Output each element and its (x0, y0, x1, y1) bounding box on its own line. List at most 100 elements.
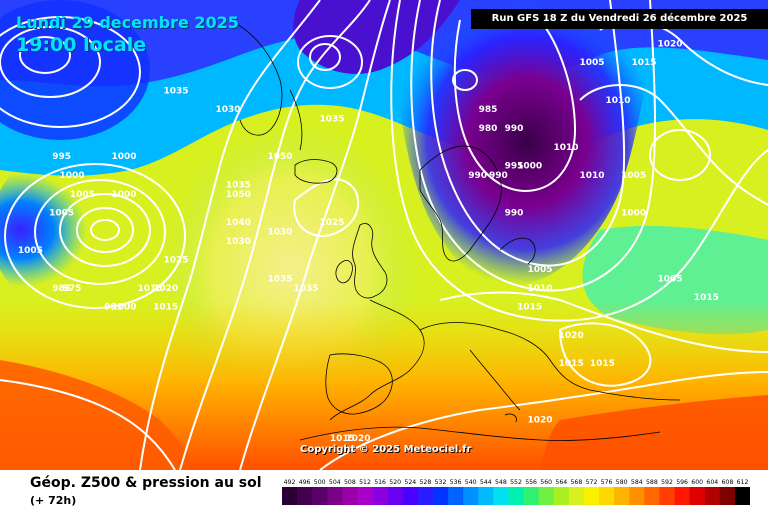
legend-swatch (734, 487, 750, 505)
legend-swatch (448, 487, 464, 505)
pressure-label: 1010 (605, 96, 630, 106)
coast-africa (299, 426, 661, 441)
isobar-sw-1 (0, 379, 176, 470)
pressure-label: 1030 (226, 237, 251, 247)
forecast-lead: (+ 72h) (30, 494, 77, 507)
legend-swatch (493, 487, 509, 505)
legend-label: 520 (389, 479, 401, 486)
pressure-label: 1015 (153, 303, 178, 313)
isobar-east-1 (579, 84, 768, 206)
isobars (0, 0, 768, 470)
pressure-label: 1030 (215, 105, 240, 115)
legend-swatch (719, 487, 736, 505)
coast-scandinavia (419, 145, 502, 262)
pressure-label: 1035 (163, 86, 188, 96)
pressure-label: 980 (479, 124, 498, 134)
legend-label: 584 (631, 479, 643, 486)
pressure-label: 990 (505, 209, 524, 219)
pressure-label: 1005 (621, 171, 646, 181)
legend-swatch (689, 487, 706, 505)
pressure-label: 1000 (111, 152, 136, 162)
legend-swatch (342, 487, 358, 505)
pressure-label: 1015 (559, 359, 584, 369)
legend-label: 504 (329, 479, 341, 486)
legend-swatch (704, 487, 721, 505)
isobar-scand-3 (390, 0, 768, 322)
pressure-label: 1030 (267, 227, 292, 237)
legend-label: 512 (359, 479, 371, 486)
pressure-label: 991 (104, 303, 123, 313)
legend-swatch (568, 487, 585, 505)
legend-label: 496 (299, 479, 311, 486)
pressure-label: 1020 (657, 39, 682, 49)
pressure-label: 1020 (527, 415, 552, 425)
legend-label: 532 (435, 479, 447, 486)
isobar-low-labrador-2 (0, 26, 101, 98)
legend-label: 564 (555, 479, 567, 486)
legend-label: 500 (314, 479, 326, 486)
pressure-label: 995 (52, 152, 71, 162)
pressure-label: 1015 (330, 434, 355, 444)
coast-europe-mainland (329, 299, 681, 421)
isobar-ridge-1 (179, 0, 371, 470)
pressure-label: 1005 (70, 190, 95, 200)
legend-label: 580 (616, 479, 628, 486)
isobar-low-labrador-3 (0, 16, 141, 128)
pressure-label: 985 (52, 284, 71, 294)
pressure-label: 1010 (579, 171, 604, 181)
isobar-south-1 (319, 371, 768, 470)
pressure-label: 1050 (267, 152, 292, 162)
isobar-low-atlantic-5 (4, 163, 186, 309)
legend-swatch (583, 487, 600, 505)
legend-label: 608 (721, 479, 733, 486)
legend-label: 492 (284, 479, 296, 486)
valid-time: 19:00 locale (16, 34, 147, 56)
pressure-label: 995 (505, 162, 524, 172)
copyright: Copyright © 2025 Meteociel.fr (300, 444, 472, 455)
legend-swatch (674, 487, 690, 505)
coast-iceland (294, 159, 338, 184)
color-legend: 492 496 500 504 508 512 516 520 524 528 532 536 540 5… (282, 479, 750, 505)
legend-swatch (387, 487, 404, 505)
legend-swatch (538, 487, 555, 505)
pressure-label: 990 (505, 124, 524, 134)
product-title: Géop. Z500 & pression au sol (30, 475, 262, 491)
pressure-label: 1020 (153, 284, 178, 294)
pressure-label: 1015 (631, 58, 656, 68)
legend-swatch (357, 487, 373, 505)
pressure-label: 990 (489, 171, 508, 181)
legend-label: 524 (404, 479, 416, 486)
pressure-label: 975 (63, 284, 82, 294)
pressure-label: 1005 (527, 265, 552, 275)
coast-iberia (325, 353, 393, 415)
legend-swatch (508, 487, 524, 505)
isobar-low-atlantic-3 (59, 193, 151, 267)
pressure-label: 1015 (517, 303, 542, 313)
legend-label: 596 (676, 479, 688, 486)
coast-italy (469, 349, 521, 423)
valid-date: Lundi 29 decembre 2025 (16, 13, 239, 32)
legend-swatch (523, 487, 539, 505)
pressure-label: 1035 (293, 284, 318, 294)
isobar-low-atlantic-2 (76, 207, 134, 253)
legend-label: 572 (586, 479, 598, 486)
legend-swatches (282, 487, 750, 505)
isobar-ridge-3 (139, 0, 321, 470)
legend-swatch (599, 487, 615, 505)
isobar-high-greenland-2 (297, 35, 363, 89)
isobar-south-3 (559, 322, 652, 387)
legend-swatch (312, 487, 328, 505)
legend-label: 544 (480, 479, 492, 486)
isobar-low-labrador-1 (19, 36, 71, 74)
legend-label: 528 (419, 479, 431, 486)
legend-swatch (297, 487, 313, 505)
isobar-low-atlantic-4 (34, 179, 166, 285)
isobar-low-atlantic-1 (90, 219, 120, 241)
pressure-label: 1035 (319, 115, 344, 125)
legend-swatch (553, 487, 570, 505)
pressure-label: 1025 (163, 256, 188, 266)
pressure-label: 1005 (579, 58, 604, 68)
legend-label: 536 (450, 479, 462, 486)
isobar-south-2 (439, 291, 768, 353)
legend-label: 600 (691, 479, 703, 486)
